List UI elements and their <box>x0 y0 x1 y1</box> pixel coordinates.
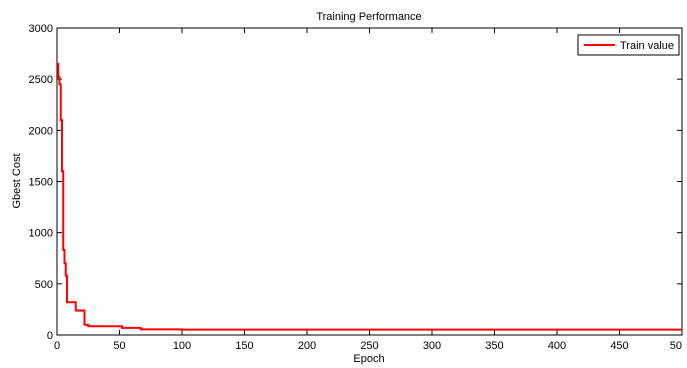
x-tick-label: 350 <box>485 340 503 352</box>
y-axis-ticks: 0 500 1000 1500 2000 2500 3000 <box>29 23 682 342</box>
x-axis-ticks: 0 50 100 150 200 250 300 350 400 450 50 <box>54 28 683 352</box>
x-tick-label: 0 <box>54 340 60 352</box>
x-tick-label: 50 <box>670 340 682 352</box>
x-tick-label: 450 <box>610 340 628 352</box>
y-tick-label: 500 <box>35 279 53 291</box>
series-layer <box>57 62 682 331</box>
y-tick-label: 1500 <box>29 177 53 189</box>
x-tick-label: 400 <box>548 340 566 352</box>
x-tick-label: 200 <box>298 340 316 352</box>
y-tick-label: 3000 <box>29 23 53 35</box>
legend-label-train-value: Train value <box>620 40 674 52</box>
y-tick-label: 2500 <box>29 74 53 86</box>
y-tick-label: 0 <box>47 330 53 342</box>
y-tick-label: 2000 <box>29 125 53 137</box>
chart-title: Training Performance <box>316 11 421 23</box>
y-tick-label: 1000 <box>29 228 53 240</box>
x-tick-label: 50 <box>113 340 125 352</box>
x-axis-label: Epoch <box>353 353 384 365</box>
y-axis-label: Gbest Cost <box>11 153 23 208</box>
plot-area <box>56 27 683 336</box>
x-tick-label: 300 <box>423 340 441 352</box>
x-tick-label: 100 <box>173 340 191 352</box>
legend-box <box>577 34 680 56</box>
series-line-train-value <box>57 62 682 331</box>
x-tick-label: 250 <box>360 340 378 352</box>
x-tick-label: 150 <box>235 340 253 352</box>
legend: Train value <box>577 34 680 56</box>
